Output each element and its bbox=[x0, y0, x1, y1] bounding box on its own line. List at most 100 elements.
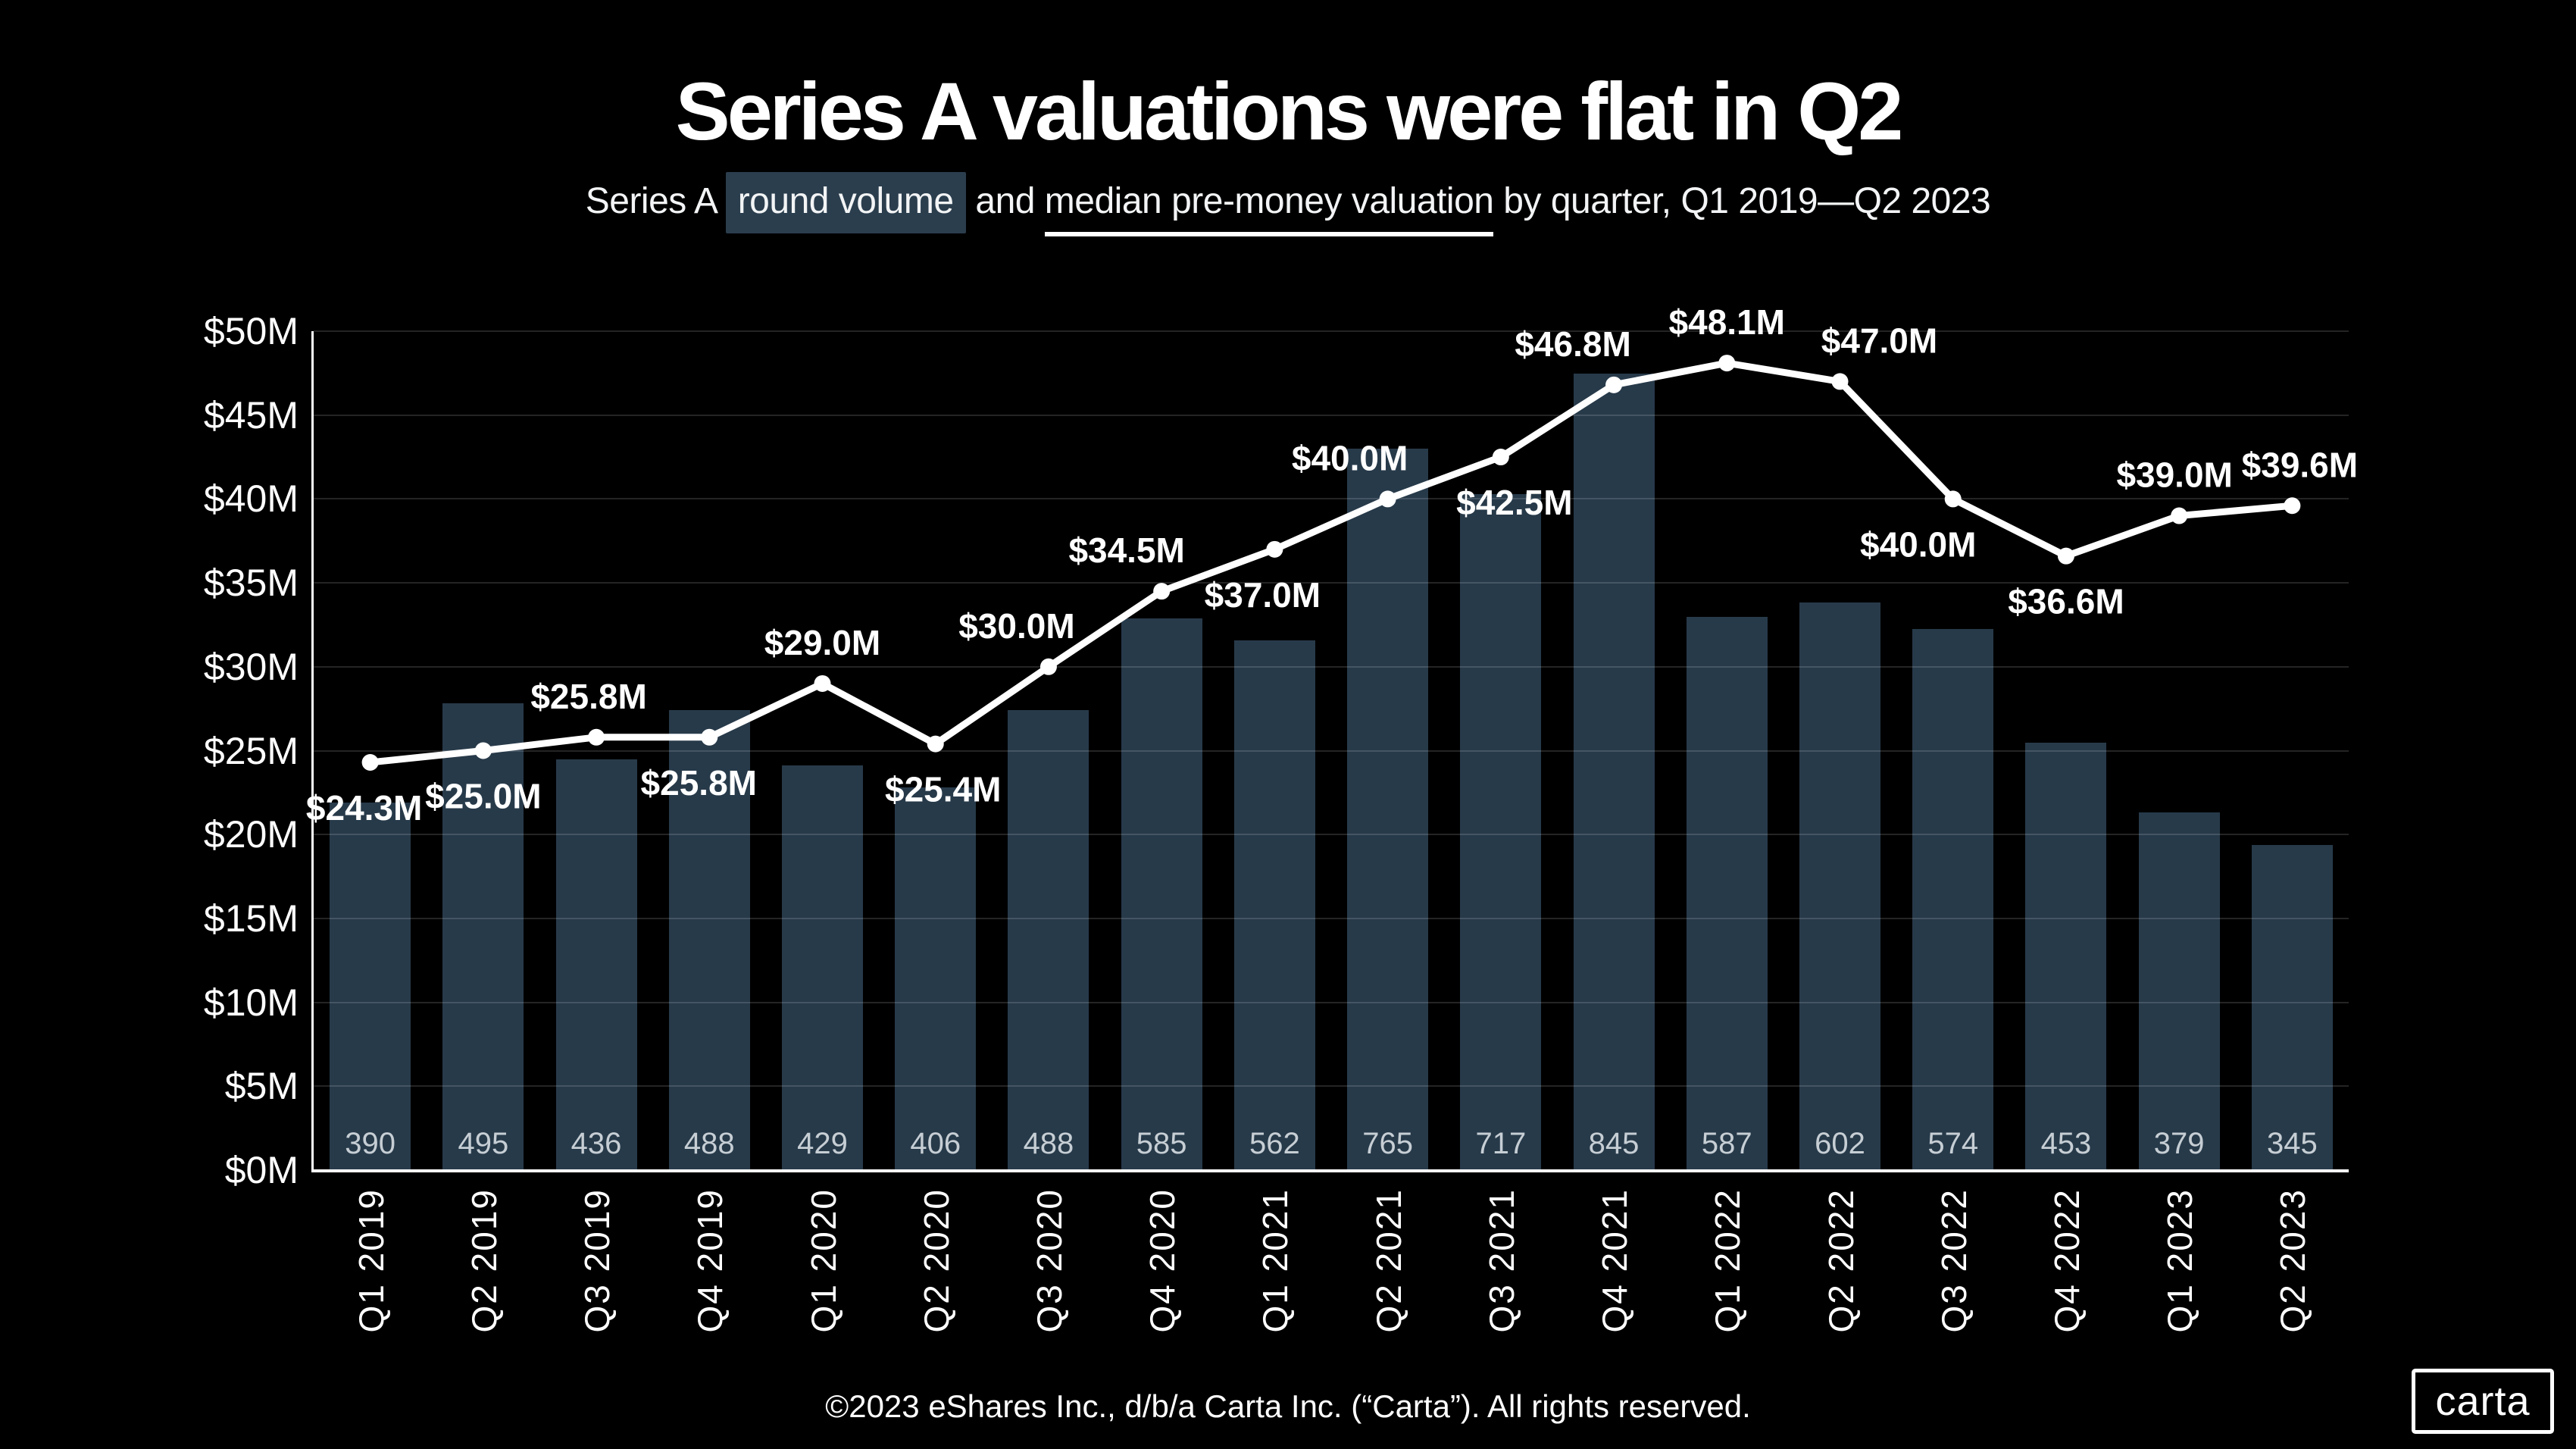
carta-logo: carta bbox=[2412, 1369, 2554, 1434]
x-tick-label: Q4 2019 bbox=[690, 1188, 730, 1333]
volume-bar bbox=[1799, 602, 1880, 1170]
valuation-point-label: $39.6M bbox=[2242, 445, 2358, 484]
gridline bbox=[314, 330, 2349, 332]
volume-count-label: 406 bbox=[910, 1127, 961, 1160]
valuation-point-label: $25.8M bbox=[641, 763, 757, 803]
valuation-point bbox=[474, 742, 492, 759]
volume-bar bbox=[2138, 812, 2220, 1170]
volume-bar bbox=[1686, 616, 1768, 1170]
volume-count-label: 488 bbox=[1023, 1127, 1074, 1160]
valuation-point bbox=[1379, 490, 1396, 508]
gridline bbox=[314, 582, 2349, 584]
volume-bar bbox=[330, 802, 411, 1170]
subtitle-mid: and bbox=[965, 181, 1045, 221]
y-tick-label: $20M bbox=[203, 813, 299, 856]
x-tick-label: Q4 2020 bbox=[1143, 1188, 1183, 1333]
valuation-point-label: $42.5M bbox=[1456, 483, 1572, 522]
x-tick-label: Q4 2022 bbox=[2046, 1188, 2087, 1333]
gridline bbox=[314, 498, 2349, 500]
valuation-point bbox=[2171, 507, 2188, 524]
subtitle-suffix: by quarter, Q1 2019—Q2 2023 bbox=[1493, 181, 1991, 221]
x-tick-label: Q3 2022 bbox=[1934, 1188, 1974, 1333]
valuation-point bbox=[1605, 376, 1623, 393]
y-axis-line bbox=[311, 331, 314, 1170]
y-tick-label: $35M bbox=[203, 562, 299, 605]
volume-bar bbox=[1460, 493, 1542, 1170]
x-tick-label: Q3 2019 bbox=[577, 1188, 617, 1333]
x-tick-label: Q2 2020 bbox=[916, 1188, 956, 1333]
valuation-point bbox=[701, 728, 718, 746]
gridline bbox=[314, 414, 2349, 416]
valuation-point-label: $36.6M bbox=[2008, 582, 2124, 621]
chart-subtitle: Series A round volume and median pre-mon… bbox=[0, 172, 2576, 236]
y-tick-label: $45M bbox=[203, 393, 299, 437]
x-tick-label: Q4 2021 bbox=[1595, 1188, 1635, 1333]
valuation-point bbox=[814, 674, 831, 692]
x-tick-label: Q1 2020 bbox=[803, 1188, 843, 1333]
x-tick-label: Q2 2019 bbox=[464, 1188, 504, 1333]
x-tick-label: Q2 2023 bbox=[2273, 1188, 2313, 1333]
gridline bbox=[314, 1085, 2349, 1088]
x-tick-label: Q1 2023 bbox=[2160, 1188, 2200, 1333]
volume-count-label: 390 bbox=[345, 1127, 395, 1160]
valuation-point bbox=[2284, 497, 2301, 515]
volume-bar bbox=[1121, 618, 1202, 1170]
x-tick-label: Q2 2021 bbox=[1368, 1188, 1408, 1333]
volume-count-label: 436 bbox=[571, 1127, 622, 1160]
valuation-line bbox=[367, 359, 2296, 766]
volume-count-label: 765 bbox=[1362, 1127, 1413, 1160]
volume-count-label: 495 bbox=[458, 1127, 509, 1160]
valuation-point bbox=[1153, 583, 1171, 600]
valuation-point-label: $40.0M bbox=[1292, 438, 1408, 477]
subtitle-underline-median-valuation: median pre-money valuation bbox=[1044, 181, 1494, 236]
valuation-point bbox=[588, 728, 605, 746]
volume-count-label: 602 bbox=[1815, 1127, 1865, 1160]
copyright-text: ©2023 eShares Inc., d/b/a Carta Inc. (“C… bbox=[825, 1388, 1751, 1424]
volume-count-label: 488 bbox=[683, 1127, 735, 1160]
volume-bar bbox=[782, 765, 863, 1170]
y-tick-label: $30M bbox=[203, 645, 299, 688]
valuation-point-label: $48.1M bbox=[1669, 302, 1785, 342]
valuation-point bbox=[1944, 490, 1962, 508]
x-tick-label: Q3 2020 bbox=[1029, 1188, 1069, 1333]
valuation-point-label: $25.8M bbox=[530, 677, 646, 716]
volume-bar bbox=[2251, 844, 2333, 1170]
valuation-point bbox=[361, 753, 379, 771]
volume-count-label: 585 bbox=[1136, 1127, 1187, 1160]
gridline bbox=[314, 834, 2349, 836]
valuation-point-label: $47.0M bbox=[1821, 321, 1937, 360]
volume-bar bbox=[1347, 449, 1429, 1170]
valuation-point bbox=[1718, 355, 1736, 372]
valuation-point bbox=[2057, 547, 2074, 565]
volume-bar bbox=[1573, 373, 1655, 1170]
volume-bar bbox=[1912, 628, 1994, 1170]
volume-bar bbox=[895, 787, 977, 1170]
y-tick-label: $0M bbox=[224, 1149, 299, 1191]
volume-count-label: 587 bbox=[1701, 1127, 1752, 1160]
valuation-point-label: $40.0M bbox=[1860, 524, 1976, 564]
valuation-line-layer: $24.3M $25.0M $25.8M $25.8M $29.0M $25.4M $30.… bbox=[306, 302, 2358, 828]
x-tick-label: Q1 2019 bbox=[351, 1188, 391, 1333]
volume-count-label: 379 bbox=[2153, 1127, 2205, 1160]
gridline bbox=[314, 750, 2349, 752]
valuation-point-label: $25.4M bbox=[885, 770, 1001, 809]
valuation-point-label: $46.8M bbox=[1515, 324, 1630, 364]
chart-title: Series A valuations were flat in Q2 bbox=[675, 65, 1904, 157]
y-tick-label: $40M bbox=[203, 477, 299, 521]
volume-bar bbox=[1233, 640, 1315, 1170]
x-axis-line bbox=[311, 1169, 2349, 1172]
valuation-point bbox=[1831, 373, 1849, 390]
volume-count-label: 429 bbox=[797, 1127, 848, 1160]
valuation-point bbox=[927, 735, 944, 753]
volume-count-label: 845 bbox=[1588, 1127, 1640, 1160]
y-tick-label: $5M bbox=[224, 1065, 299, 1108]
plot-area: $0M $5M $10M $15M $20M $25M $30M $35M $40M $45M $5… bbox=[204, 302, 2358, 1332]
y-tick-label: $10M bbox=[203, 981, 299, 1024]
valuation-point-label: $34.5M bbox=[1068, 530, 1184, 570]
subtitle-prefix: Series A bbox=[585, 181, 726, 221]
x-tick-label: Q1 2022 bbox=[1708, 1188, 1748, 1333]
volume-bar bbox=[555, 759, 637, 1170]
x-tick-label: Q3 2021 bbox=[1481, 1188, 1521, 1333]
volume-bar bbox=[1008, 709, 1089, 1170]
volume-count-label: 574 bbox=[1927, 1127, 1979, 1160]
